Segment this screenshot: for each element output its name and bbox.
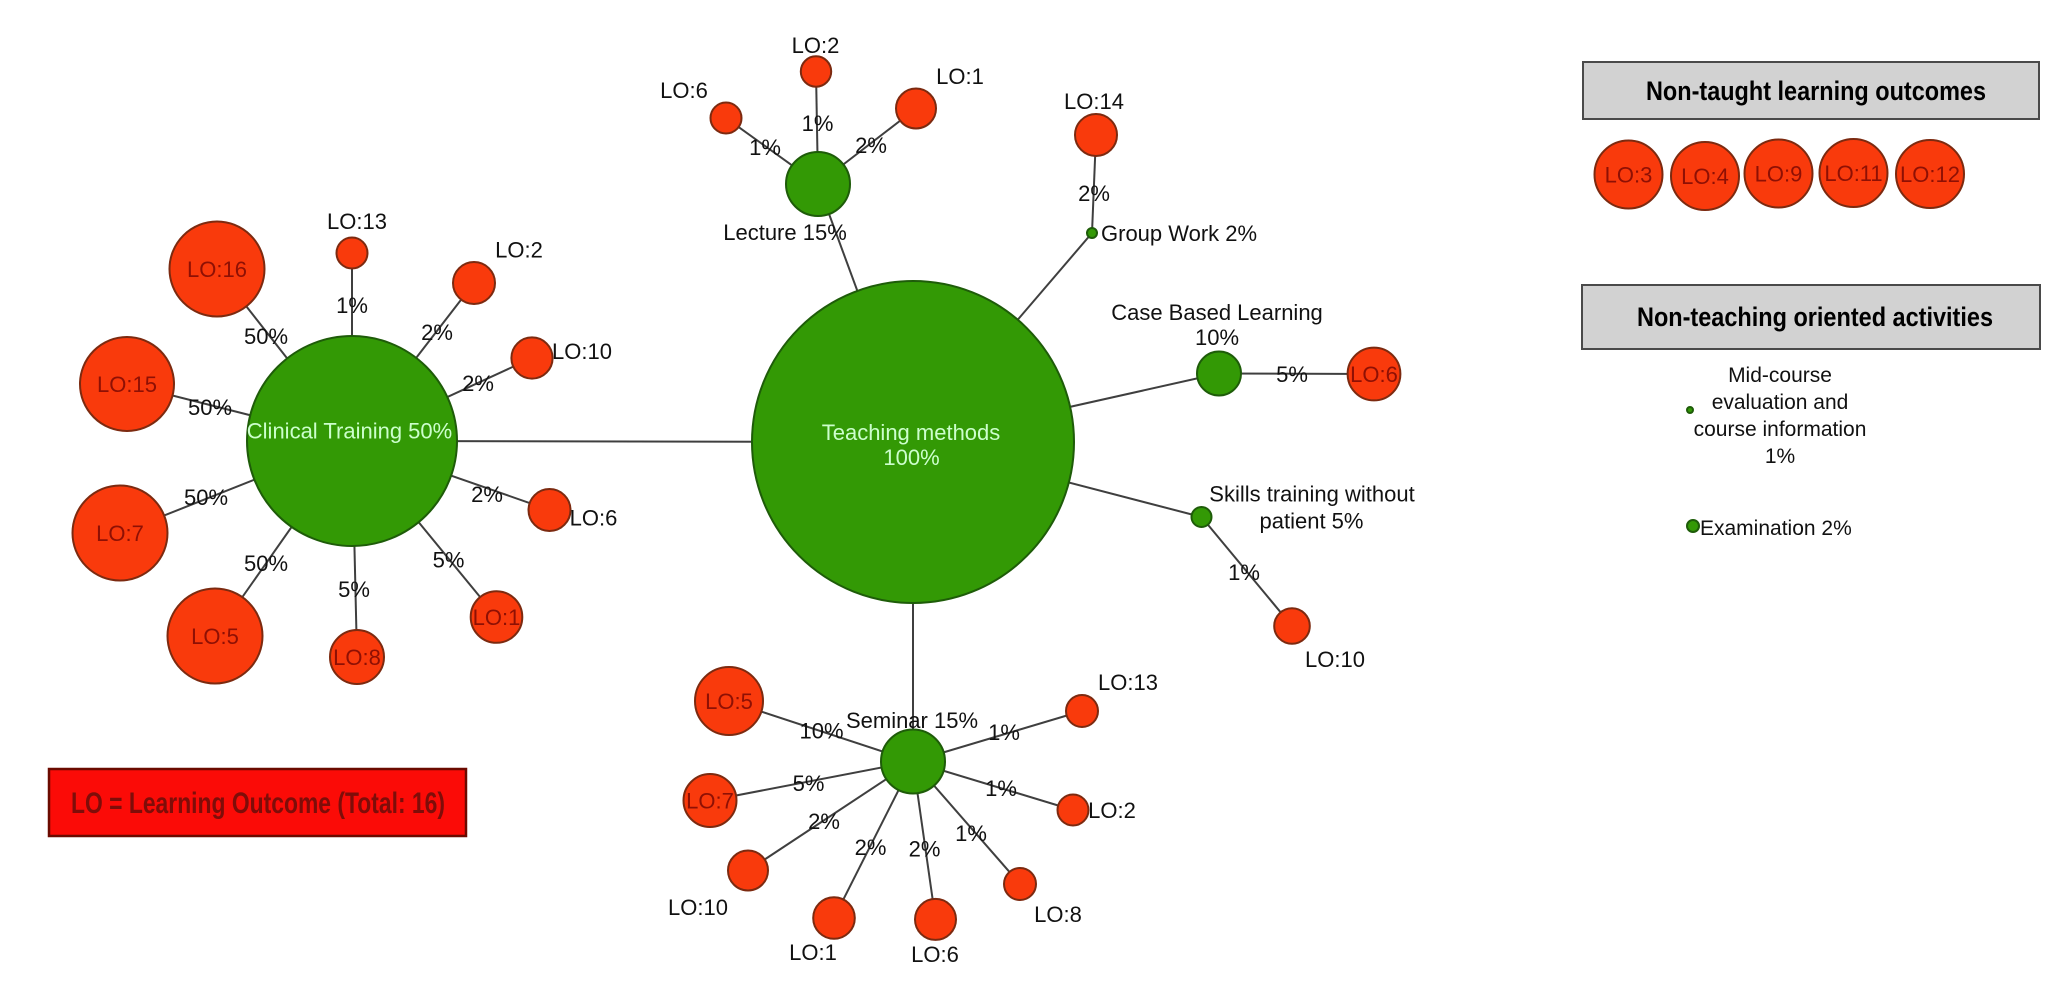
svg-text:Examination 2%: Examination 2% — [1700, 517, 1852, 540]
svg-text:5%: 5% — [1276, 362, 1308, 387]
svg-text:Mid-course: Mid-course — [1728, 364, 1832, 387]
svg-text:LO:13: LO:13 — [1098, 670, 1158, 695]
svg-text:LO:7: LO:7 — [96, 521, 144, 546]
svg-text:1%: 1% — [336, 293, 368, 318]
svg-text:10%: 10% — [1195, 325, 1239, 350]
svg-text:2%: 2% — [808, 809, 840, 834]
svg-text:LO:14: LO:14 — [1064, 89, 1124, 114]
svg-text:LO:6: LO:6 — [911, 942, 959, 967]
svg-text:LO:1: LO:1 — [789, 940, 837, 965]
svg-text:Non-taught learning outcomes: Non-taught learning outcomes — [1646, 76, 1986, 106]
svg-text:1%: 1% — [985, 776, 1017, 801]
svg-text:LO:10: LO:10 — [552, 339, 612, 364]
svg-text:Skills training without: Skills training without — [1209, 482, 1414, 507]
svg-text:2%: 2% — [1078, 181, 1110, 206]
svg-text:1%: 1% — [1228, 560, 1260, 585]
svg-text:10%: 10% — [799, 719, 843, 744]
svg-text:LO:1: LO:1 — [473, 605, 521, 630]
svg-text:LO:5: LO:5 — [705, 689, 753, 714]
svg-text:LO:6: LO:6 — [1350, 362, 1398, 387]
svg-text:1%: 1% — [749, 135, 781, 160]
svg-text:50%: 50% — [244, 551, 288, 576]
svg-text:Clinical Training 50%: Clinical Training 50% — [247, 419, 452, 444]
svg-text:LO:3: LO:3 — [1605, 163, 1653, 188]
svg-text:Case Based Learning: Case Based Learning — [1111, 300, 1323, 325]
svg-text:5%: 5% — [433, 548, 465, 573]
svg-text:1%: 1% — [802, 111, 834, 136]
svg-text:50%: 50% — [244, 324, 288, 349]
svg-text:50%: 50% — [184, 485, 228, 510]
svg-text:course information: course information — [1694, 418, 1867, 441]
svg-text:LO:1: LO:1 — [936, 64, 984, 89]
svg-text:LO:11: LO:11 — [1824, 161, 1882, 186]
svg-text:1%: 1% — [988, 720, 1020, 745]
svg-text:2%: 2% — [421, 320, 453, 345]
svg-text:LO = Learning Outcome (Total:: LO = Learning Outcome (Total: 16) — [71, 787, 445, 820]
svg-text:LO:4: LO:4 — [1681, 164, 1729, 189]
svg-text:LO:10: LO:10 — [1305, 647, 1365, 672]
svg-text:Group Work 2%: Group Work 2% — [1101, 221, 1257, 246]
svg-text:LO:2: LO:2 — [495, 238, 543, 263]
svg-text:2%: 2% — [909, 836, 941, 861]
svg-text:2%: 2% — [471, 482, 503, 507]
svg-text:100%: 100% — [883, 445, 939, 470]
svg-text:LO:8: LO:8 — [333, 645, 381, 670]
svg-text:LO:12: LO:12 — [1900, 162, 1960, 187]
svg-text:2%: 2% — [855, 133, 887, 158]
svg-text:LO:16: LO:16 — [187, 257, 247, 282]
svg-text:Non-teaching oriented activiti: Non-teaching oriented activities — [1637, 302, 1993, 332]
svg-text:1%: 1% — [955, 821, 987, 846]
svg-text:LO:6: LO:6 — [570, 506, 618, 531]
svg-text:LO:9: LO:9 — [1755, 162, 1803, 187]
svg-text:patient 5%: patient 5% — [1260, 509, 1364, 534]
svg-text:LO:2: LO:2 — [1088, 798, 1136, 823]
svg-text:1%: 1% — [1765, 445, 1795, 468]
svg-text:evaluation and: evaluation and — [1712, 391, 1849, 414]
svg-text:5%: 5% — [338, 577, 370, 602]
svg-text:2%: 2% — [855, 835, 887, 860]
svg-text:LO:6: LO:6 — [660, 78, 708, 103]
svg-text:Teaching methods: Teaching methods — [822, 420, 1001, 445]
svg-text:Lecture 15%: Lecture 15% — [723, 220, 847, 245]
svg-text:LO:15: LO:15 — [97, 372, 157, 397]
svg-text:LO:2: LO:2 — [792, 33, 840, 58]
svg-text:LO:7: LO:7 — [686, 789, 734, 814]
svg-text:LO:13: LO:13 — [327, 209, 387, 234]
svg-text:LO:5: LO:5 — [191, 624, 239, 649]
svg-text:LO:8: LO:8 — [1034, 902, 1082, 927]
svg-text:Seminar 15%: Seminar 15% — [846, 708, 978, 733]
svg-text:5%: 5% — [793, 771, 825, 796]
svg-text:50%: 50% — [188, 395, 232, 420]
svg-text:2%: 2% — [462, 371, 494, 396]
svg-text:LO:10: LO:10 — [668, 895, 728, 920]
